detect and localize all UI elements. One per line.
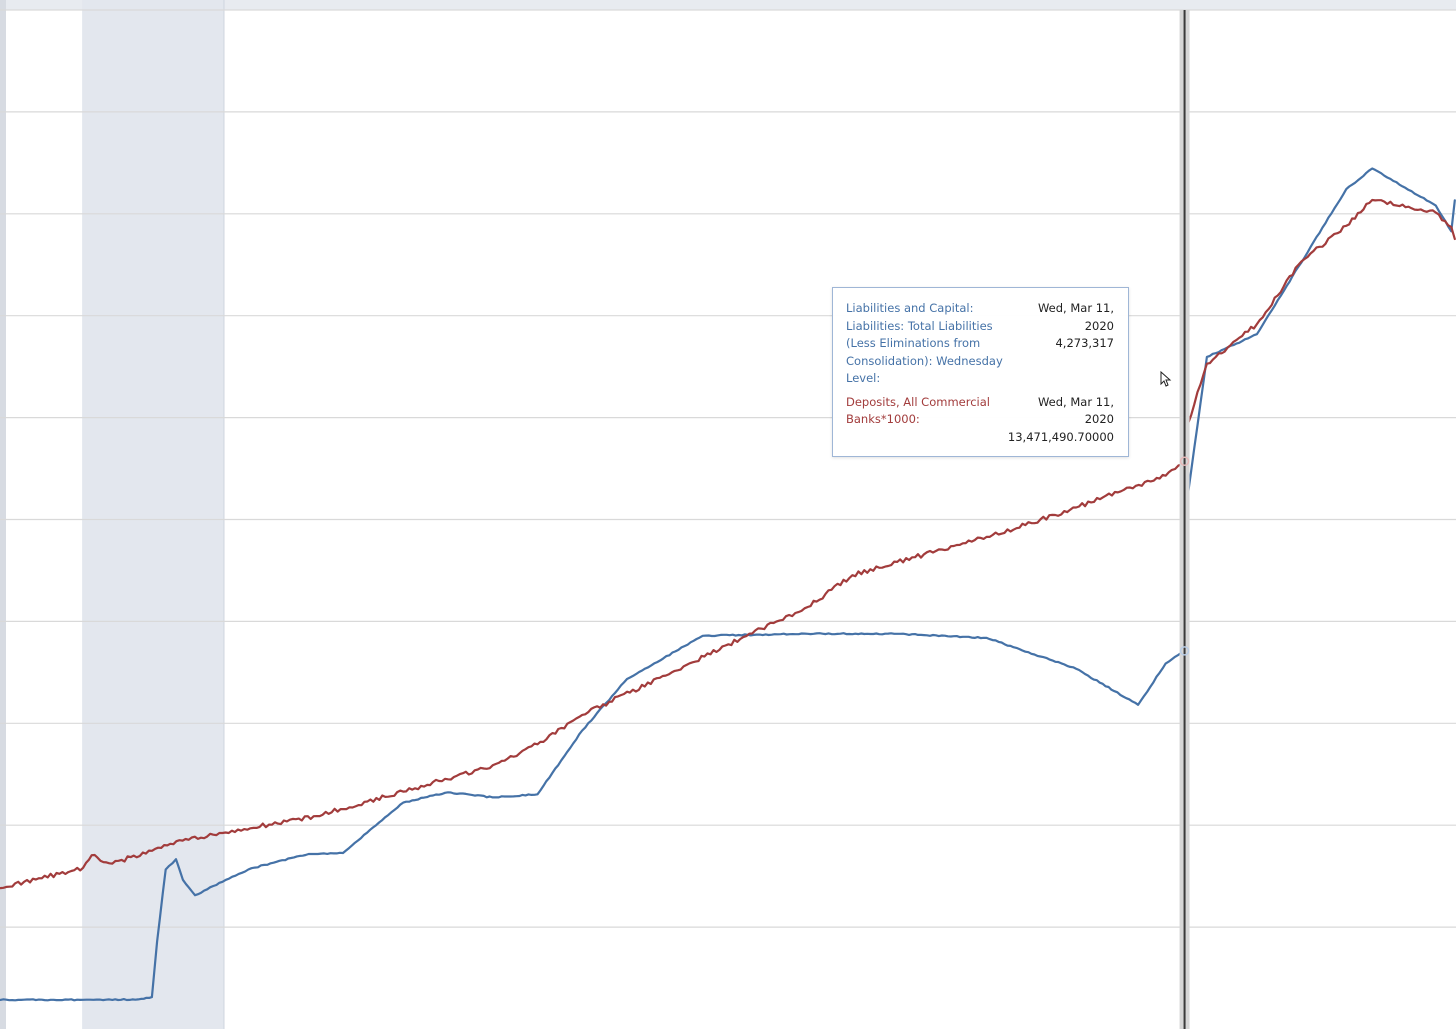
tooltip-value: 4,273,317 bbox=[1055, 336, 1114, 350]
tooltip-date: Wed, Mar 11, 2020 bbox=[1037, 301, 1114, 333]
series-layer bbox=[0, 167, 1456, 1002]
crosshair bbox=[1179, 10, 1190, 1029]
tooltip-series-label: Liabilities and Capital: Liabilities: To… bbox=[846, 301, 1003, 385]
tooltip-value: 13,471,490.70000 bbox=[1007, 429, 1114, 444]
hover-marker bbox=[1179, 456, 1190, 467]
plot-left-border bbox=[0, 0, 6, 1029]
series-line-liabilities bbox=[0, 167, 1456, 1002]
tooltip-row-deposits: Deposits, All Commercial Banks*1000: Wed… bbox=[846, 394, 1114, 447]
plot-top-border bbox=[0, 0, 1456, 10]
hover-markers bbox=[1179, 456, 1190, 656]
mouse-cursor-icon bbox=[1160, 370, 1172, 387]
recession-shading bbox=[82, 0, 224, 1029]
tooltip-series-label: Deposits, All Commercial Banks*1000: bbox=[846, 394, 990, 427]
hover-marker bbox=[1179, 646, 1190, 656]
tooltip-date: Wed, Mar 11, 2020 bbox=[1037, 394, 1114, 427]
hover-tooltip: Liabilities and Capital: Liabilities: To… bbox=[832, 287, 1129, 457]
series-line-deposits bbox=[0, 198, 1456, 890]
tooltip-row-liabilities: Liabilities and Capital: Liabilities: To… bbox=[846, 300, 1114, 388]
